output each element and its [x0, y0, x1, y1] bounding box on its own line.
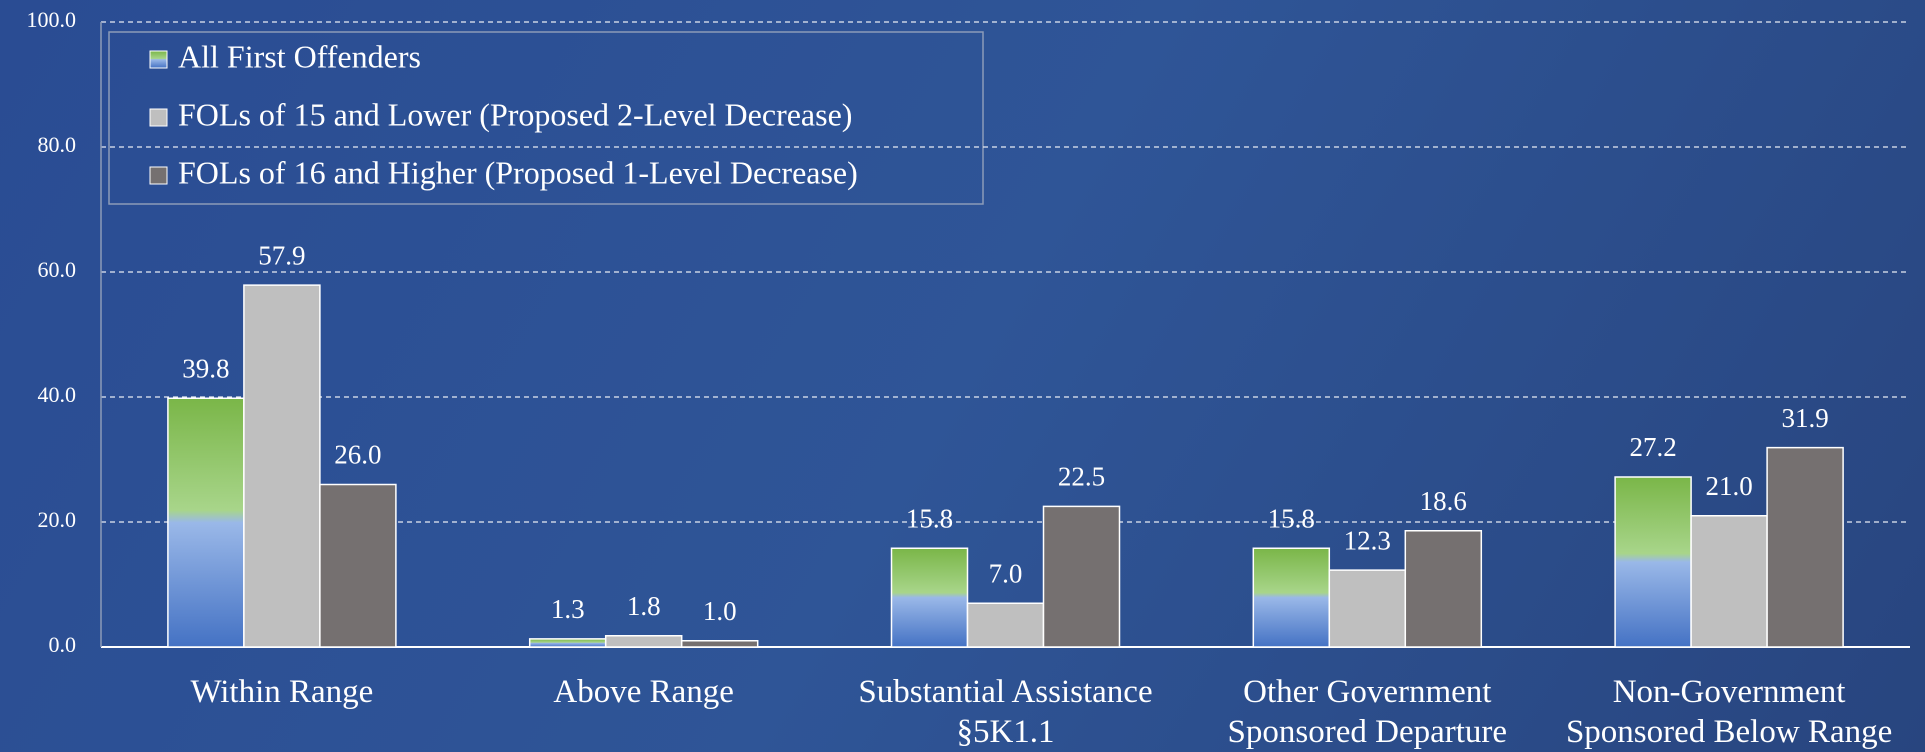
legend-swatch [149, 166, 168, 185]
y-tick-label: 20.0 [38, 507, 77, 532]
value-label: 26.0 [334, 440, 381, 470]
value-label: 15.8 [1268, 503, 1315, 533]
value-label: 31.9 [1781, 403, 1828, 433]
bar [243, 284, 321, 648]
y-tick-label: 0.0 [49, 632, 77, 657]
x-tick-label: Non-Government Sponsored Below Range [1565, 674, 1893, 750]
value-label: 15.8 [906, 503, 953, 533]
value-label: 21.0 [1705, 471, 1752, 501]
y-tick-label: 40.0 [38, 382, 77, 407]
value-label: 18.6 [1420, 486, 1467, 516]
bar [1042, 505, 1121, 648]
y-tick-label: 80.0 [38, 132, 77, 157]
bar [319, 483, 397, 648]
bar [1690, 515, 1768, 648]
x-tick-label: Within Range [190, 674, 374, 710]
legend-swatch [149, 50, 168, 69]
bar [966, 602, 1045, 648]
bar [1328, 569, 1407, 648]
legend-label: FOLs of 16 and Higher (Proposed 1-Level … [178, 154, 858, 190]
value-label: 27.2 [1629, 432, 1676, 462]
value-label: 1.0 [703, 596, 737, 626]
legend-label: FOLs of 15 and Lower (Proposed 2-Level D… [178, 96, 852, 132]
value-label: 57.9 [258, 240, 305, 270]
legend-box [108, 31, 984, 205]
bar [604, 635, 683, 648]
bar [1614, 476, 1692, 648]
bar [1404, 530, 1483, 648]
bar [890, 547, 969, 648]
y-tick-label: 60.0 [38, 257, 77, 282]
value-label: 1.8 [627, 591, 661, 621]
x-tick-label: Substantial Assistance §5K1.1 [858, 674, 1153, 750]
legend-label: All First Offenders [178, 38, 421, 74]
y-tick-label: 100.0 [27, 7, 77, 32]
bar [167, 397, 245, 648]
value-label: 7.0 [989, 558, 1023, 588]
value-label: 39.8 [182, 353, 229, 383]
value-label: 12.3 [1344, 525, 1391, 555]
bar [1766, 446, 1844, 648]
bar [1252, 547, 1331, 648]
x-tick-label: Other Government Sponsored Departure [1227, 674, 1508, 750]
value-label: 22.5 [1058, 462, 1105, 492]
legend-swatch [149, 108, 168, 127]
x-tick-label: Above Range [553, 674, 734, 710]
value-label: 1.3 [551, 594, 585, 624]
bar [680, 640, 759, 648]
bar [528, 638, 607, 648]
